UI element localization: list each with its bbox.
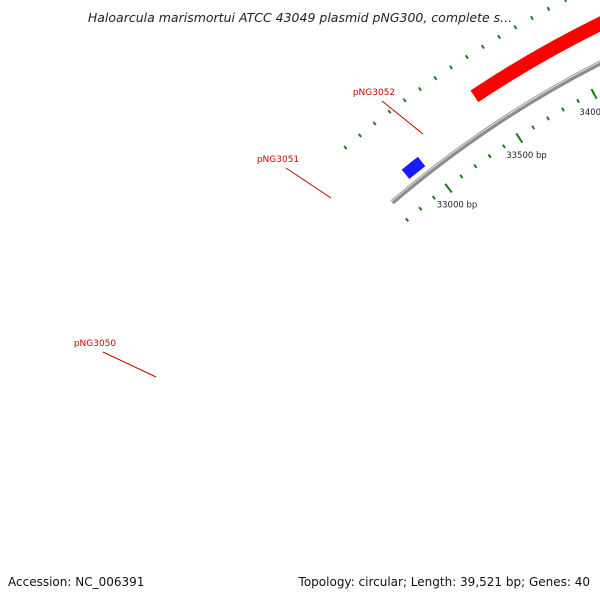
outer-tick [372, 121, 377, 126]
gene-callouts: pNG3050 pNG3051 pNG3052 [74, 88, 424, 378]
major-tick [515, 132, 524, 144]
summary-text: Topology: circular; Length: 39,521 bp; G… [298, 575, 590, 589]
scale-label: 33000 bp [437, 200, 478, 210]
callout-line-pNG3051 [285, 167, 332, 199]
scale-label: 33500 bp [506, 151, 547, 161]
inner-tick [418, 206, 423, 211]
inner-tick [546, 116, 550, 121]
backbone-highlight [390, 61, 600, 202]
inner-tick [487, 153, 492, 159]
outer-tick [343, 145, 348, 150]
gene-label-pNG3052[interactable]: pNG3052 [353, 88, 395, 98]
major-tick [590, 88, 598, 100]
outer-tick [417, 86, 422, 92]
gene-label-pNG3050[interactable]: pNG3050 [74, 339, 117, 349]
tick-marks [343, 0, 596, 222]
outer-tick [564, 0, 568, 3]
outer-tick [464, 54, 469, 60]
accession-text: Accession: NC_006391 [8, 575, 144, 589]
inner-tick [576, 98, 580, 104]
outer-tick [387, 109, 392, 114]
outer-tick [546, 6, 551, 12]
inner-tick [459, 174, 464, 179]
gene-segment[interactable] [401, 156, 426, 179]
map-title: Haloarcula marismortui ATCC 43049 plasmi… [88, 10, 512, 25]
inner-tick [404, 217, 410, 222]
outer-tick [480, 44, 485, 50]
gene-features [401, 0, 600, 179]
inner-tick [561, 107, 565, 112]
inner-tick [531, 125, 536, 130]
gene-pNG3050[interactable] [470, 0, 600, 103]
inner-tick [502, 144, 506, 149]
outer-tick [402, 98, 407, 103]
scale-label: 34000 bp [579, 108, 600, 118]
inner-tick [431, 195, 436, 200]
gene-label-pNG3051[interactable]: pNG3051 [257, 155, 299, 165]
backbone-ring [390, 60, 600, 205]
major-tick [444, 183, 453, 194]
outer-tick [449, 65, 454, 70]
backbone-arc [390, 60, 600, 205]
outer-tick [433, 75, 438, 81]
callout-line-pNG3050 [102, 351, 157, 378]
outer-tick [530, 15, 534, 21]
outer-tick [513, 25, 518, 30]
callout-line-pNG3052 [381, 100, 424, 135]
inner-tick [473, 163, 478, 169]
outer-tick [357, 133, 362, 138]
outer-tick [497, 34, 501, 40]
